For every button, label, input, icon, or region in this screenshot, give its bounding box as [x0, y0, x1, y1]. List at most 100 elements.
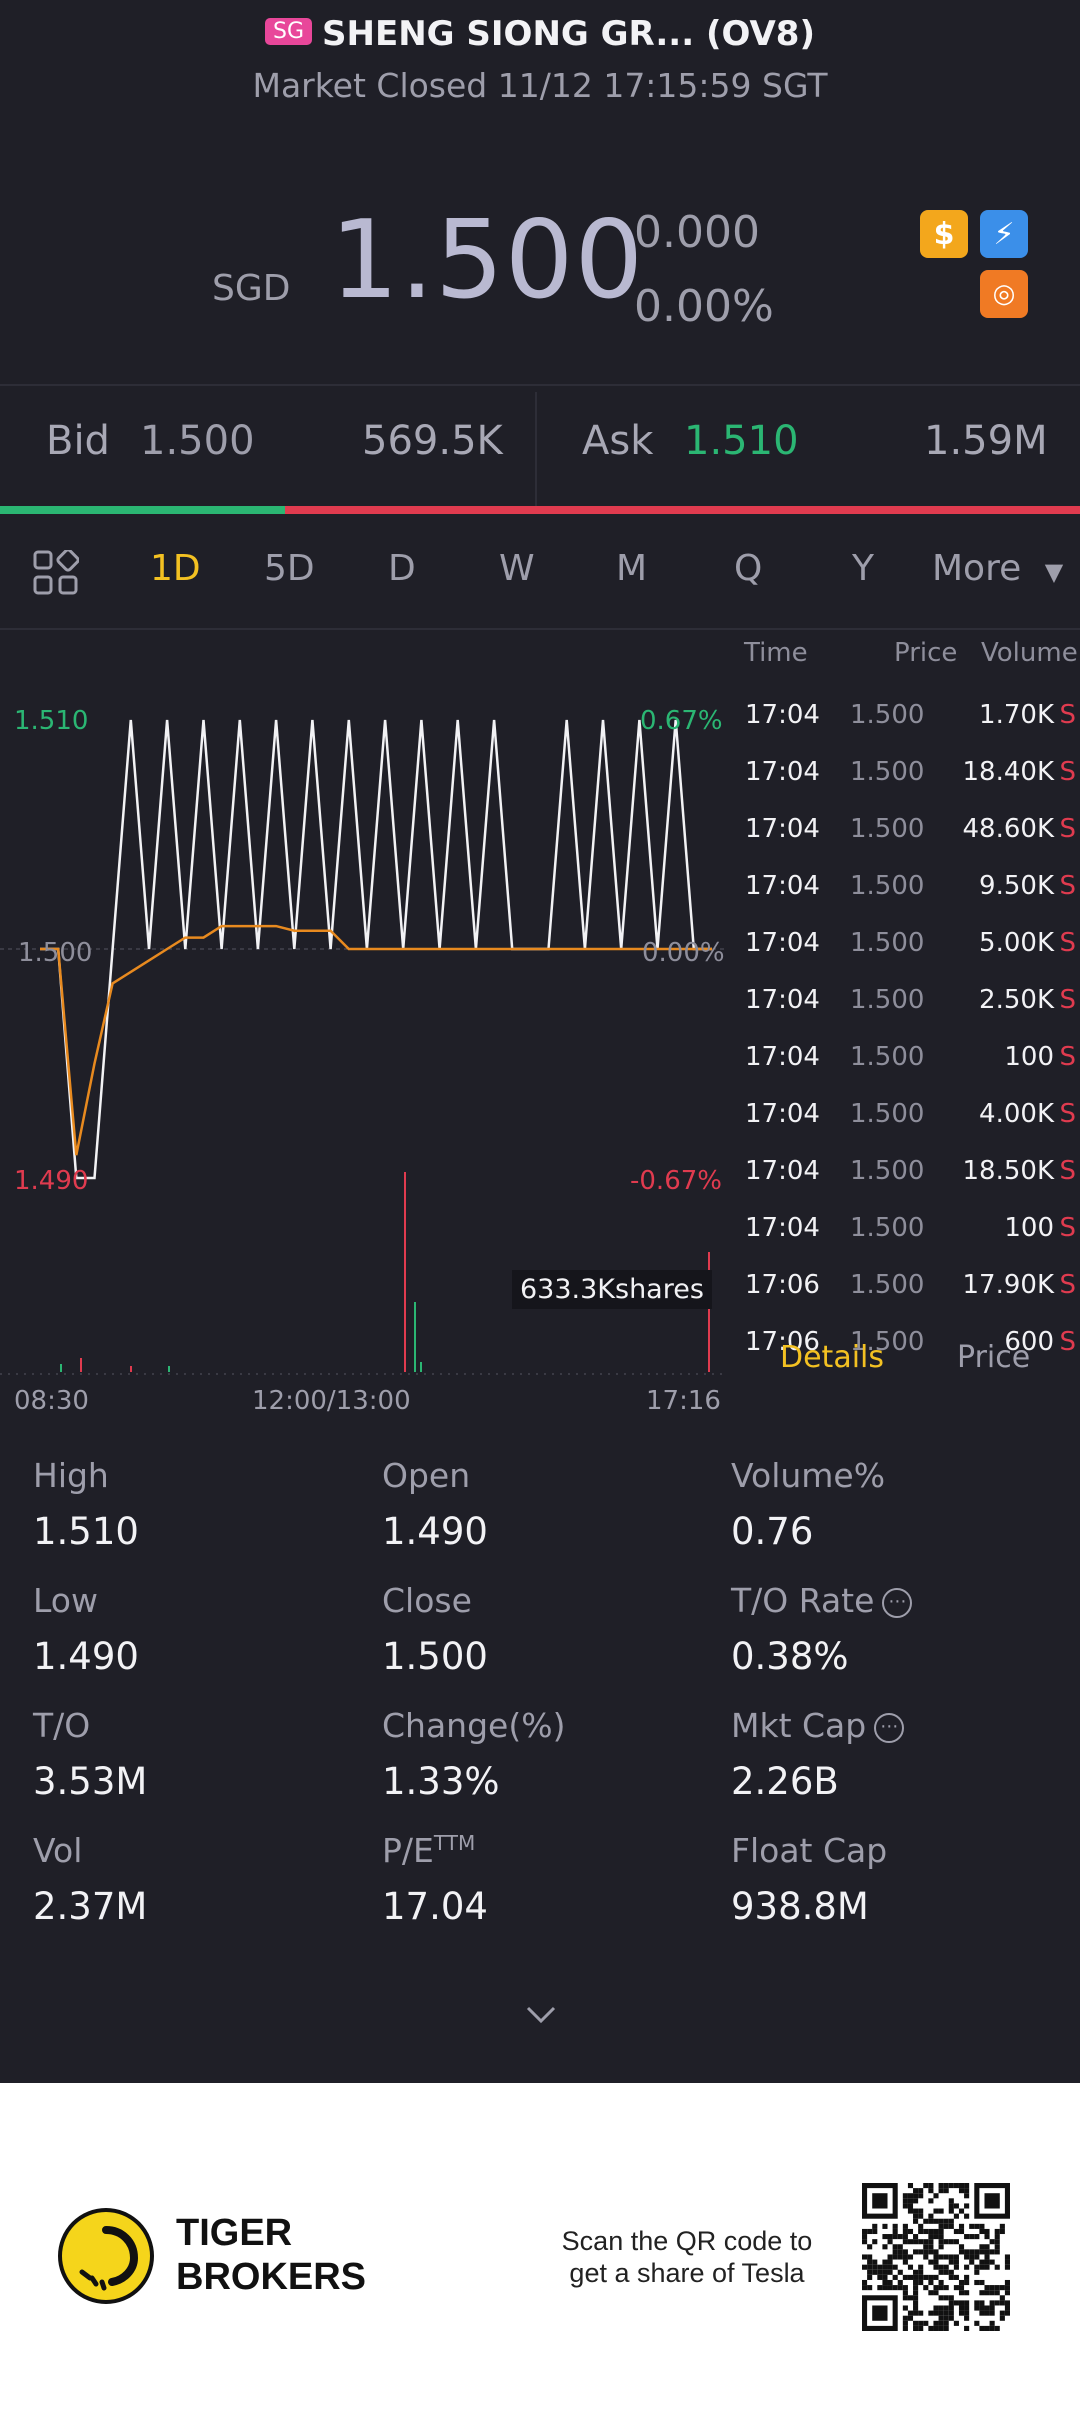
- brand-line1: TIGER: [176, 2212, 293, 2254]
- stat-value: 1.490: [33, 1635, 139, 1678]
- stat-value: 938.8M: [731, 1885, 869, 1928]
- tab-y[interactable]: Y: [852, 548, 874, 589]
- trade-price: 1.500: [850, 928, 925, 958]
- order-book[interactable]: Bid 1.500 569.5K Ask 1.510 1.59M: [0, 392, 1080, 506]
- divider: [0, 384, 1080, 386]
- trade-volume: 100: [1004, 1213, 1054, 1243]
- trade-price: 1.500: [850, 871, 925, 901]
- tab-1d[interactable]: 1D: [150, 548, 201, 589]
- volume-bar: [414, 1302, 416, 1372]
- trades-header-volume: Volume: [981, 638, 1078, 668]
- info-icon[interactable]: ⋯: [882, 1587, 913, 1618]
- y-axis-high: 1.510: [14, 706, 89, 736]
- trade-price: 1.500: [850, 1042, 925, 1072]
- stat-value: 1.490: [382, 1510, 488, 1553]
- stat-label: Open: [382, 1456, 471, 1495]
- last-price: 1.500: [330, 198, 645, 323]
- trade-side: S: [1059, 1270, 1076, 1300]
- trade-volume: 1.70K: [979, 700, 1054, 730]
- trade-price: 1.500: [850, 1327, 925, 1357]
- trade-price: 1.500: [850, 757, 925, 787]
- trade-side: S: [1059, 814, 1076, 844]
- trade-volume: 18.40K: [962, 757, 1054, 787]
- trade-side: S: [1059, 1099, 1076, 1129]
- trade-price: 1.500: [850, 1099, 925, 1129]
- intraday-chart[interactable]: [0, 630, 730, 1380]
- stat-label: Low: [33, 1581, 98, 1620]
- currency-label: SGD: [212, 268, 291, 309]
- trade-time: 17:04: [745, 1099, 820, 1129]
- ask-ratio-bar: [285, 506, 1080, 514]
- pe-superscript: TTM: [433, 1831, 476, 1855]
- stat-label: Float Cap: [731, 1831, 888, 1870]
- market-status: Market Closed 11/12 17:15:59 SGT: [252, 66, 828, 105]
- info-icon[interactable]: ⋯: [874, 1712, 905, 1743]
- trade-time: 17:04: [745, 700, 820, 730]
- more-button[interactable]: More ▼: [932, 548, 1063, 589]
- tab-details[interactable]: Details: [780, 1340, 885, 1375]
- trade-time: 17:04: [745, 928, 820, 958]
- bidask-divider: [535, 392, 537, 506]
- expand-chevron-icon[interactable]: [524, 2004, 558, 2030]
- bid-price: 1.500: [140, 418, 255, 464]
- bid-label: Bid: [46, 418, 110, 464]
- trade-time: 17:04: [745, 985, 820, 1015]
- trade-price: 1.500: [850, 1156, 925, 1186]
- pct-axis-mid: 0.00%: [642, 938, 725, 968]
- tab-m[interactable]: M: [616, 548, 648, 589]
- bid-size: 569.5K: [362, 418, 503, 464]
- trade-row: 17:04 1.500 1.70K S: [735, 686, 1080, 743]
- tab-d[interactable]: D: [388, 548, 416, 589]
- trade-side: S: [1059, 928, 1076, 958]
- trade-row: 17:04 1.500 2.50K S: [735, 971, 1080, 1028]
- average-price-line: [40, 924, 712, 1156]
- y-axis-mid: 1.500: [18, 938, 93, 968]
- trade-row: 17:04 1.500 48.60K S: [735, 800, 1080, 857]
- trade-time: 17:04: [745, 757, 820, 787]
- trade-time: 17:04: [745, 871, 820, 901]
- x-axis-end: 17:16: [646, 1386, 721, 1416]
- bid-ratio-bar: [0, 506, 285, 514]
- trade-row: 17:04 1.500 5.00K S: [735, 914, 1080, 971]
- flash-icon[interactable]: ⚡: [980, 210, 1028, 258]
- tab-price[interactable]: Price: [957, 1340, 1031, 1375]
- dollar-icon[interactable]: $: [920, 210, 968, 258]
- stat-value: 1.33%: [382, 1760, 500, 1803]
- stat-value: 3.53M: [33, 1760, 148, 1803]
- caret-down-icon: ▼: [1044, 558, 1064, 586]
- trade-side: S: [1059, 1213, 1076, 1243]
- ask-price: 1.510: [684, 418, 799, 464]
- price-line: [40, 719, 712, 1180]
- trade-volume: 4.00K: [979, 1099, 1054, 1129]
- trade-volume: 2.50K: [979, 985, 1054, 1015]
- trades-header-time: Time: [744, 638, 808, 668]
- stock-title[interactable]: SG SHENG SIONG GR... (OV8): [0, 14, 1080, 54]
- x-axis-mid: 12:00/13:00: [252, 1386, 411, 1416]
- stat-value: 2.26B: [731, 1760, 839, 1803]
- stat-label: Mkt Cap ⋯: [731, 1706, 905, 1745]
- volume-bar: [708, 1252, 710, 1372]
- trade-side: S: [1059, 1327, 1076, 1357]
- trade-side: S: [1059, 871, 1076, 901]
- stat-value: 2.37M: [33, 1885, 148, 1928]
- ask-label: Ask: [582, 418, 654, 464]
- trade-side: S: [1059, 757, 1076, 787]
- trade-price: 1.500: [850, 700, 925, 730]
- trade-time: 17:04: [745, 814, 820, 844]
- tab-q[interactable]: Q: [734, 548, 763, 589]
- stock-name: SHENG SIONG GR... (OV8): [322, 14, 815, 54]
- tab-w[interactable]: W: [499, 548, 535, 589]
- trade-volume: 18.50K: [962, 1156, 1054, 1186]
- trade-volume: 600: [1004, 1327, 1054, 1357]
- trade-price: 1.500: [850, 1270, 925, 1300]
- stat-value: 0.38%: [731, 1635, 849, 1678]
- stat-label: P/ETTM: [382, 1831, 476, 1870]
- volume-bar: [60, 1364, 62, 1372]
- promo-footer: TIGER BROKERS Scan the QR code to get a …: [0, 2083, 1080, 2429]
- trade-price: 1.500: [850, 1213, 925, 1243]
- layout-grid-icon[interactable]: [33, 548, 80, 605]
- trade-time: 17:04: [745, 1213, 820, 1243]
- trade-price: 1.500: [850, 985, 925, 1015]
- gold-coin-icon[interactable]: ◎: [980, 270, 1028, 318]
- tab-5d[interactable]: 5D: [264, 548, 315, 589]
